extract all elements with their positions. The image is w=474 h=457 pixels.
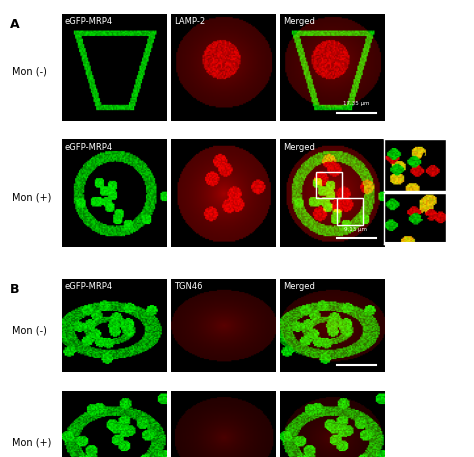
Text: Mon (+): Mon (+) <box>12 193 51 202</box>
Text: Merged: Merged <box>283 143 315 152</box>
Text: 17.35 μm: 17.35 μm <box>343 101 369 106</box>
Text: Mon (-): Mon (-) <box>12 325 47 335</box>
Text: Merged: Merged <box>283 17 315 26</box>
Text: B: B <box>9 283 19 296</box>
Text: Mon (+): Mon (+) <box>12 437 51 447</box>
Text: TGN46: TGN46 <box>174 282 202 291</box>
Text: A: A <box>9 18 19 31</box>
Text: Mon (-): Mon (-) <box>12 67 47 77</box>
Bar <box>316 172 342 198</box>
Bar <box>337 198 363 225</box>
Text: Merged: Merged <box>283 282 315 291</box>
Text: eGFP-MRP4: eGFP-MRP4 <box>65 143 113 152</box>
Text: 9.13 μm: 9.13 μm <box>344 227 367 232</box>
Text: LAMP-2: LAMP-2 <box>174 17 205 26</box>
Text: eGFP-MRP4: eGFP-MRP4 <box>65 17 113 26</box>
Text: eGFP-MRP4: eGFP-MRP4 <box>65 282 113 291</box>
